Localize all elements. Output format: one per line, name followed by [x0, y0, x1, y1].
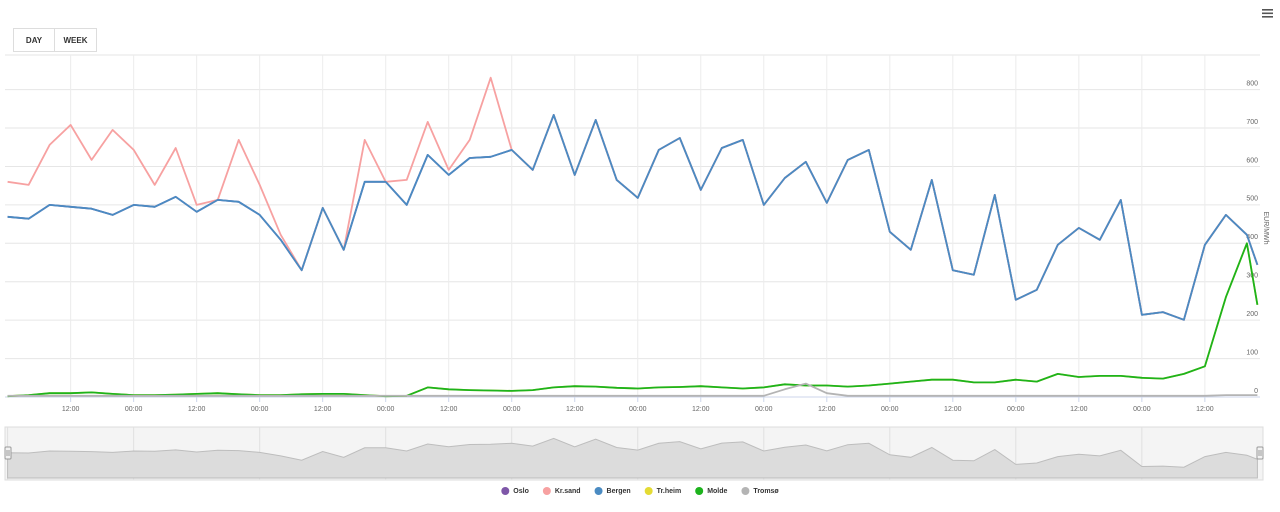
y-tick-label: 400 [1246, 234, 1258, 241]
navigator-tick-label: 30 Aug [514, 473, 533, 479]
x-tick-label: 00:00 [629, 406, 647, 413]
navigator-tick-label: 3 Sep [1018, 473, 1034, 479]
navigator-tick-label: 27 Aug [136, 473, 155, 479]
x-tick-label: 00:00 [377, 406, 395, 413]
legend-item[interactable]: Kr.sand [542, 487, 581, 495]
menu-icon[interactable] [1262, 9, 1273, 18]
y-tick-label: 500 [1246, 196, 1258, 203]
legend-label: Kr.sand [555, 488, 581, 495]
series-line [7, 76, 1259, 321]
y-tick-label: 600 [1246, 157, 1258, 164]
legend-label: Molde [707, 488, 727, 495]
legend-label: Tr.heim [657, 488, 682, 495]
navigator-handle [4, 446, 12, 460]
navigator-tick-label: 1 Sep [766, 473, 782, 479]
y-tick-label: 200 [1246, 311, 1258, 318]
legend-item[interactable]: Tr.heim [644, 487, 682, 495]
legend-item[interactable]: Bergen [594, 487, 631, 495]
x-tick-label: 12:00 [440, 406, 458, 413]
y-tick-label: 0 [1254, 388, 1258, 395]
navigator-handle [1256, 446, 1264, 460]
legend-symbol [501, 487, 510, 495]
week-button[interactable]: WEEK [54, 28, 97, 52]
legend-symbol [741, 487, 750, 495]
legend-item[interactable]: Tromsø [741, 487, 779, 495]
series-line [7, 114, 1259, 321]
navigator-series [7, 437, 1258, 479]
navigator-tick-label: 31 Aug [640, 473, 659, 479]
legend-symbol [594, 487, 603, 495]
y-tick-label: 100 [1246, 349, 1258, 356]
x-tick-label: 12:00 [1196, 406, 1214, 413]
x-tick-label: 00:00 [881, 406, 899, 413]
navigator-tick-label: 26 Aug [10, 473, 29, 479]
legend-symbol [644, 487, 653, 495]
navigator-tick-label: 28 Aug [262, 473, 281, 479]
legend-item[interactable]: Oslo [501, 487, 529, 495]
series-line [7, 382, 1258, 397]
y-tick-label: 700 [1246, 119, 1258, 126]
x-tick-label: 12:00 [62, 406, 80, 413]
legend-label: Tromsø [753, 488, 779, 495]
series-line [7, 242, 1259, 398]
x-tick-label: 00:00 [125, 406, 143, 413]
y-tick-label: 300 [1246, 273, 1258, 280]
x-tick-label: 12:00 [692, 406, 710, 413]
navigator-tick-label: 29 Aug [388, 473, 407, 479]
series-line [7, 114, 1259, 321]
navigator-background [4, 426, 1264, 481]
y-axis-title: EUR/MWh [1262, 211, 1269, 244]
legend: Oslo Kr.sand Bergen Tr.heim Molde Tromsø [501, 487, 779, 495]
navigator-tick-label: 4 Sep [1144, 473, 1160, 479]
x-tick-label: 12:00 [566, 406, 584, 413]
x-tick-label: 00:00 [755, 406, 773, 413]
x-tick-label: 00:00 [503, 406, 521, 413]
y-tick-label: 800 [1246, 80, 1258, 87]
legend-symbol [542, 487, 551, 495]
x-tick-label: 12:00 [818, 406, 836, 413]
x-tick-label: 12:00 [1070, 406, 1088, 413]
navigator-tick-label: 2 Sep [892, 473, 908, 479]
x-tick-label: 12:00 [944, 406, 962, 413]
legend-symbol [695, 487, 704, 495]
x-tick-label: 00:00 [1133, 406, 1151, 413]
x-tick-label: 12:00 [188, 406, 206, 413]
x-tick-label: 12:00 [314, 406, 332, 413]
x-tick-label: 00:00 [251, 406, 269, 413]
x-tick-label: 00:00 [1007, 406, 1025, 413]
legend-label: Bergen [607, 488, 631, 495]
day-button[interactable]: DAY [13, 28, 55, 52]
legend-label: Oslo [513, 488, 529, 495]
legend-item[interactable]: Molde [695, 487, 728, 495]
series-line [7, 242, 1259, 398]
